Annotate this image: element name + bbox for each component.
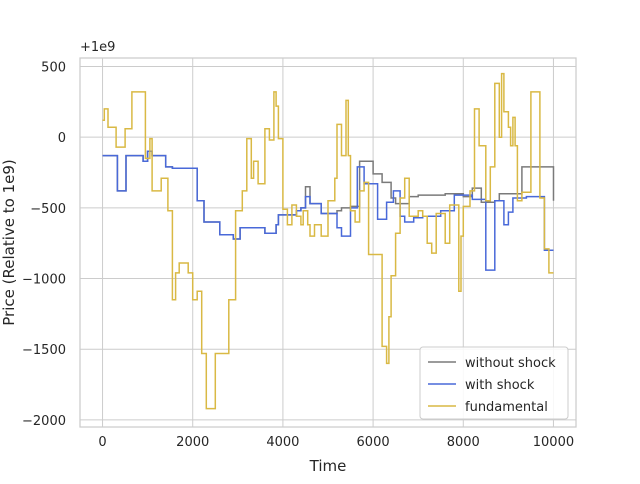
legend-label: with shock — [465, 378, 535, 393]
legend: without shock with shock fundamental — [419, 346, 569, 420]
y-tick-label: 500 — [41, 60, 66, 75]
x-tick-label: 6000 — [357, 435, 390, 450]
y-tick-label: −1000 — [22, 273, 66, 288]
offset-text: +1e9 — [80, 40, 115, 55]
plot-frame — [79, 57, 577, 428]
x-tick-label: 2000 — [176, 435, 209, 450]
ticks: 0 2000 4000 6000 8000 10000 500 0 −500 −1000 −1500… — [22, 60, 574, 450]
legend-label: fundamental — [465, 400, 548, 415]
series-layer — [102, 72, 555, 410]
x-tick-label: 4000 — [266, 435, 299, 450]
series-line-with-shock — [102, 150, 554, 271]
x-axis-label: Time — [309, 457, 347, 475]
y-tick-label: −1500 — [22, 343, 66, 358]
y-tick-label: 0 — [58, 131, 66, 146]
y-tick-label: −2000 — [22, 414, 66, 429]
y-tick-label: −500 — [30, 202, 66, 217]
x-tick-label: 10000 — [533, 435, 574, 450]
x-tick-label: 8000 — [447, 435, 480, 450]
y-axis-label: Price (Relative to 1e9) — [0, 159, 18, 325]
x-tick-label: 0 — [98, 435, 106, 450]
legend-label: without shock — [465, 356, 556, 371]
series-line-fundamental — [102, 72, 554, 410]
legend-box — [419, 346, 569, 420]
